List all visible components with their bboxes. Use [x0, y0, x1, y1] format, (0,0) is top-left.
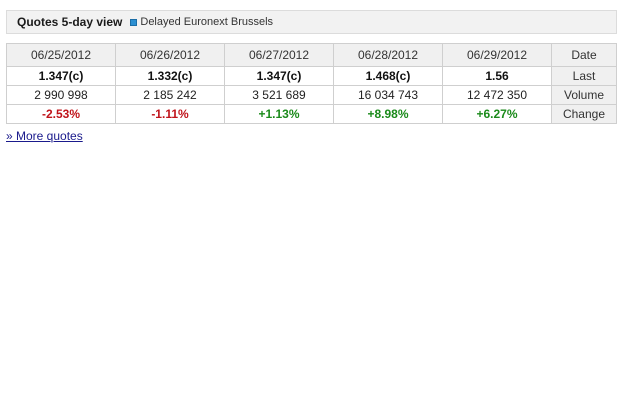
volume-cell: 3 521 689	[224, 85, 334, 105]
date-cell: 06/28/2012	[333, 43, 443, 67]
date-cell: 06/25/2012	[6, 43, 116, 67]
date-cell: 06/27/2012	[224, 43, 334, 67]
row-label-change: Change	[551, 104, 617, 124]
square-bullet-icon	[130, 19, 138, 26]
widget-title: Quotes 5-day view	[17, 15, 123, 29]
change-cell: +6.27%	[442, 104, 552, 124]
change-cell: +1.13%	[224, 104, 334, 124]
volume-cell: 12 472 350	[442, 85, 552, 105]
last-price-cell: 1.56	[442, 66, 552, 86]
last-price-cell: 1.347(c)	[6, 66, 116, 86]
widget-header: Quotes 5-day view Delayed Euronext Bruss…	[6, 10, 617, 34]
last-price-cell: 1.332(c)	[115, 66, 225, 86]
quotes-table: 06/25/2012 06/26/2012 06/27/2012 06/28/2…	[6, 43, 617, 124]
volume-cell: 2 185 242	[115, 85, 225, 105]
change-cell: -2.53%	[6, 104, 116, 124]
row-label-last: Last	[551, 66, 617, 86]
quotes-widget: Quotes 5-day view Delayed Euronext Bruss…	[6, 10, 617, 145]
table-row-last: 1.347(c) 1.332(c) 1.347(c) 1.468(c) 1.56…	[6, 66, 617, 86]
data-source-label: Delayed Euronext Brussels	[140, 16, 274, 28]
row-label-volume: Volume	[551, 85, 617, 105]
table-row-change: -2.53% -1.11% +1.13% +8.98% +6.27% Chang…	[6, 104, 617, 124]
table-row-date: 06/25/2012 06/26/2012 06/27/2012 06/28/2…	[6, 43, 617, 67]
volume-cell: 16 034 743	[333, 85, 443, 105]
change-cell: +8.98%	[333, 104, 443, 124]
last-price-cell: 1.468(c)	[333, 66, 443, 86]
table-row-volume: 2 990 998 2 185 242 3 521 689 16 034 743…	[6, 85, 617, 105]
change-cell: -1.11%	[115, 104, 225, 124]
date-cell: 06/29/2012	[442, 43, 552, 67]
date-cell: 06/26/2012	[115, 43, 225, 67]
more-quotes-link[interactable]: » More quotes	[6, 129, 83, 143]
last-price-cell: 1.347(c)	[224, 66, 334, 86]
volume-cell: 2 990 998	[6, 85, 116, 105]
row-label-date: Date	[551, 43, 617, 67]
data-source: Delayed Euronext Brussels	[130, 16, 273, 28]
